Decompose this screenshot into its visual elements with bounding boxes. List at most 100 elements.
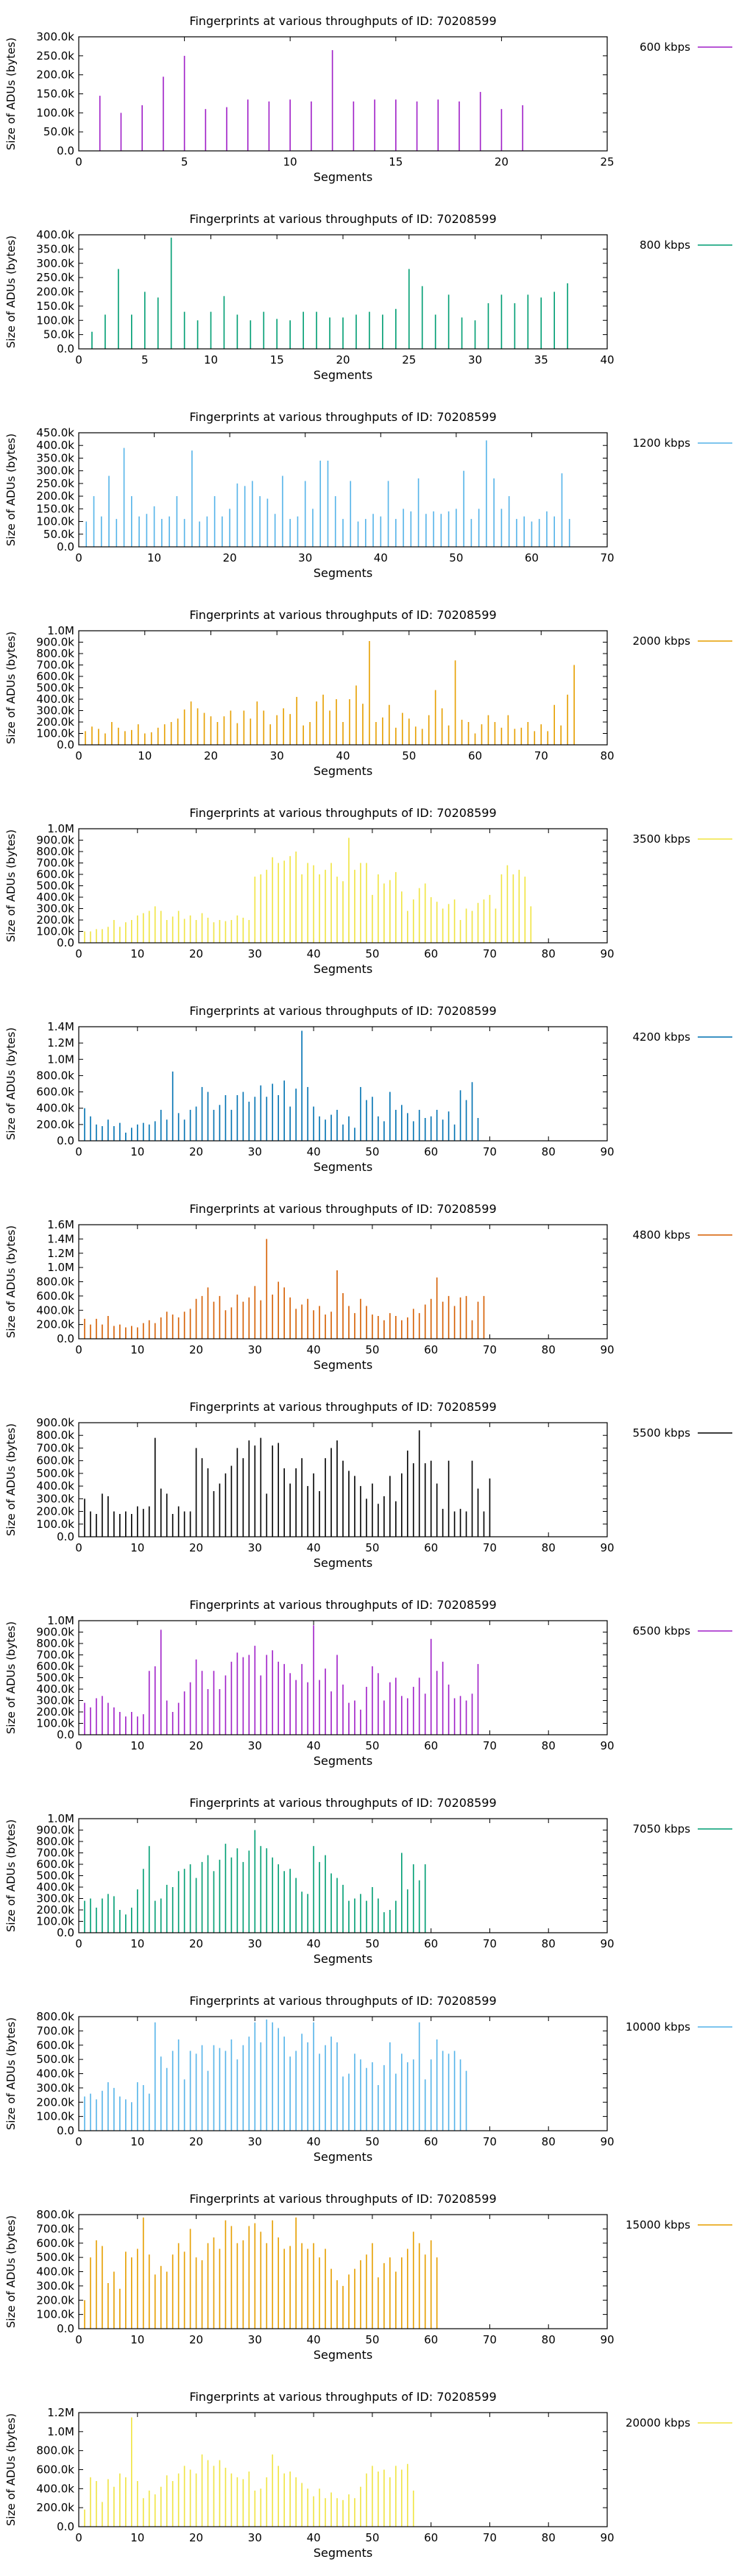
y-tick-label: 900.0k [36,1626,74,1639]
x-tick-label: 80 [542,1145,556,1158]
x-tick-label: 80 [542,1739,556,1752]
x-tick-label: 50 [365,2333,379,2346]
legend-label: 10000 kbps [626,2020,690,2034]
y-tick-label: 100.0k [36,1518,74,1531]
chart-panel-3: Fingerprints at various throughputs of I… [4,608,732,778]
x-tick-label: 10 [130,2135,144,2148]
x-tick-label: 50 [365,1343,379,1356]
y-tick-label: 400.0k [36,2265,74,2279]
x-tick-label: 50 [365,947,379,960]
y-axis-label: Size of ADUs (bytes) [4,434,18,546]
x-tick-label: 30 [248,947,262,960]
y-tick-label: 700.0k [36,1649,74,1662]
x-tick-label: 70 [483,1739,497,1752]
x-tick-label: 5 [181,155,188,169]
y-tick-label: 1.0M [47,1812,74,1825]
y-tick-label: 250.0k [36,49,74,63]
x-tick-label: 90 [600,1343,614,1356]
chart-title: Fingerprints at various throughputs of I… [189,410,496,424]
y-tick-label: 600.0k [36,670,74,683]
y-tick-label: 0.0 [57,1530,74,1543]
x-tick-label: 20 [189,1739,203,1752]
x-tick-label: 60 [424,2531,438,2544]
x-tick-label: 30 [248,1739,262,1752]
x-tick-label: 50 [365,1145,379,1158]
x-tick-label: 50 [365,1937,379,1950]
y-tick-label: 200.0k [36,489,74,503]
y-tick-label: 500.0k [36,2053,74,2066]
plot-frame [78,36,608,152]
x-tick-label: 70 [600,551,614,565]
x-tick-label: 70 [483,1343,497,1356]
y-axis-label: Size of ADUs (bytes) [4,1027,18,1140]
x-tick-label: 70 [483,2531,497,2544]
y-tick-label: 300.0k [36,1492,74,1505]
y-tick-label: 50.0k [43,328,74,342]
x-tick-label: 30 [248,1541,262,1554]
y-tick-label: 0.0 [57,1134,74,1147]
y-axis-label: Size of ADUs (bytes) [4,2413,18,2526]
x-tick-label: 0 [75,155,82,169]
chart-panel-0: Fingerprints at various throughputs of I… [4,14,732,184]
y-tick-label: 200.0k [36,715,74,729]
chart-title: Fingerprints at various throughputs of I… [189,806,496,820]
x-tick-label: 10 [138,749,152,762]
y-tick-label: 200.0k [36,68,74,82]
y-tick-label: 900.0k [36,1416,74,1429]
y-tick-label: 500.0k [36,682,74,695]
y-tick-label: 0.0 [57,1728,74,1741]
y-tick-label: 400.0k [36,2067,74,2081]
legend-label: 2000 kbps [633,634,691,648]
y-tick-label: 200.0k [36,1318,74,1331]
y-tick-label: 800.0k [36,1069,74,1082]
x-tick-label: 70 [483,1541,497,1554]
x-tick-label: 60 [424,1739,438,1752]
y-axis-label: Size of ADUs (bytes) [4,1225,18,1338]
y-tick-label: 800.0k [36,1429,74,1442]
x-axis-label: Segments [314,1952,372,1966]
x-axis-label: Segments [314,368,372,382]
legend-label: 20000 kbps [626,2416,690,2430]
x-tick-label: 30 [248,1145,262,1158]
chart-title: Fingerprints at various throughputs of I… [189,1400,496,1414]
y-tick-label: 200.0k [36,1903,74,1917]
y-tick-label: 200.0k [36,286,74,299]
y-tick-label: 300.0k [36,704,74,718]
chart-panel-9: Fingerprints at various throughputs of I… [4,1796,732,1966]
x-axis-label: Segments [314,2150,372,2164]
chart-panel-6: Fingerprints at various throughputs of I… [4,1202,732,1372]
x-tick-label: 10 [130,947,144,960]
x-axis-label: Segments [314,170,372,184]
y-tick-label: 600.0k [36,1454,74,1468]
x-tick-label: 0 [75,947,82,960]
y-tick-label: 800.0k [36,647,74,660]
x-tick-label: 30 [270,749,284,762]
x-tick-label: 35 [534,353,548,367]
x-tick-label: 60 [424,1937,438,1950]
y-axis-label: Size of ADUs (bytes) [4,236,18,348]
y-tick-label: 50.0k [43,125,74,138]
y-tick-label: 700.0k [36,659,74,672]
chart-title: Fingerprints at various throughputs of I… [189,608,496,622]
x-tick-label: 70 [483,2135,497,2148]
y-tick-label: 400.0k [36,693,74,706]
y-tick-label: 500.0k [36,1467,74,1480]
y-tick-label: 200.0k [36,2095,74,2109]
legend-label: 600 kbps [640,40,690,54]
y-tick-label: 50.0k [43,528,74,541]
x-tick-label: 50 [449,551,463,565]
plot-frame [78,1224,608,1340]
chart-panel-2: Fingerprints at various throughputs of I… [4,410,732,580]
x-tick-label: 80 [542,1343,556,1356]
y-tick-label: 1.0M [47,2425,74,2438]
y-tick-label: 300.0k [36,1694,74,1708]
x-tick-label: 20 [189,2531,203,2544]
y-tick-label: 250.0k [36,271,74,284]
y-tick-label: 250.0k [36,477,74,490]
y-tick-label: 1.2M [47,1247,74,1260]
x-tick-label: 70 [483,947,497,960]
y-tick-label: 400.0k [36,1303,74,1317]
chart-title: Fingerprints at various throughputs of I… [189,14,496,28]
plot-frame [78,2412,608,2527]
y-tick-label: 0.0 [57,540,74,553]
